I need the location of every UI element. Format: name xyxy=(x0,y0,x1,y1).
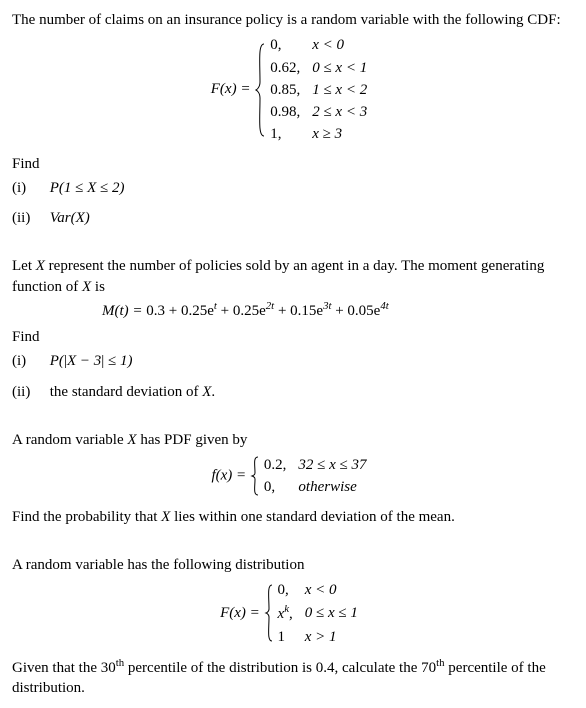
problem-1: The number of claims on an insurance pol… xyxy=(12,10,574,228)
p2-i-post: ≤ 1) xyxy=(104,353,132,369)
table-row: xk,0 ≤ x ≤ 1 xyxy=(274,601,366,625)
p2-part-i: (i) P(|X − 3| ≤ 1) xyxy=(12,351,574,371)
p1-val-2: 0.85, xyxy=(266,79,308,101)
p2-mgf-b: + 0.25e xyxy=(217,303,266,319)
p4-question: Given that the 30th percentile of the di… xyxy=(12,656,574,699)
p3-lhs: f(x) = xyxy=(211,468,249,484)
p2-i-label: (i) xyxy=(12,351,46,371)
p3-equation: f(x) = 0.2,32 ≤ x ≤ 37 0,otherwise xyxy=(12,454,574,499)
table-row: 0,otherwise xyxy=(260,476,375,498)
p2-intro: Let X represent the number of policies s… xyxy=(12,256,574,297)
problem-2: Let X represent the number of policies s… xyxy=(12,256,574,402)
p4-q-b: percentile of the distribution is 0.4, c… xyxy=(124,660,436,676)
p1-piecewise: 0,x < 0 0.62,0 ≤ x < 1 0.85,1 ≤ x < 2 0.… xyxy=(254,34,375,145)
p1-cond-3: 2 ≤ x < 3 xyxy=(308,101,375,123)
table-row: 0,x < 0 xyxy=(274,579,366,601)
p1-val-3: 0.98, xyxy=(266,101,308,123)
p4-sup2: th xyxy=(436,657,444,669)
p4-val-1: xk, xyxy=(274,601,301,625)
p3-piecewise: 0.2,32 ≤ x ≤ 37 0,otherwise xyxy=(250,454,375,499)
problem-3: A random variable X has PDF given by f(x… xyxy=(12,430,574,527)
p2-i-mid: X − 3 xyxy=(67,353,101,369)
p2-i-pre: P( xyxy=(50,353,64,369)
p4-val-2: 1 xyxy=(274,626,301,648)
p1-val-1: 0.62, xyxy=(266,57,308,79)
p1-ii-text: Var(X) xyxy=(50,210,90,226)
table-row: 1,x ≥ 3 xyxy=(266,123,375,145)
table-row: 0.2,32 ≤ x ≤ 37 xyxy=(260,454,375,476)
p1-cond-0: x < 0 xyxy=(308,34,375,56)
brace-icon xyxy=(264,583,274,643)
p1-cond-4: x ≥ 3 xyxy=(308,123,375,145)
p2-mgf-d: + 0.05e xyxy=(331,303,380,319)
p2-find: Find xyxy=(12,327,574,347)
table-row: 0.98,2 ≤ x < 3 xyxy=(266,101,375,123)
p2-exp4: 4t xyxy=(380,300,388,312)
brace-icon xyxy=(254,42,266,138)
p1-equation: F(x) = 0,x < 0 0.62,0 ≤ x < 1 0.85,1 ≤ x… xyxy=(12,34,574,145)
brace-icon xyxy=(250,455,260,497)
p2-part-ii: (ii) the standard deviation of X. xyxy=(12,382,574,402)
p4-intro: A random variable has the following dist… xyxy=(12,555,574,575)
p4-equation: F(x) = 0,x < 0 xk,0 ≤ x ≤ 1 1x > 1 xyxy=(12,579,574,648)
p1-part-ii: (ii) Var(X) xyxy=(12,208,574,228)
p1-cond-2: 1 ≤ x < 2 xyxy=(308,79,375,101)
p2-mgf: M(t) = 0.3 + 0.25et + 0.25e2t + 0.15e3t … xyxy=(102,299,574,321)
p2-ii-text: the standard deviation of X. xyxy=(50,384,215,400)
p3-cond-1: otherwise xyxy=(294,476,374,498)
p4-cond-0: x < 0 xyxy=(301,579,366,601)
p4-cases-table: 0,x < 0 xk,0 ≤ x ≤ 1 1x > 1 xyxy=(274,579,366,648)
p3-val-0: 0.2, xyxy=(260,454,295,476)
p2-exp2: 2t xyxy=(266,300,274,312)
p1-val-4: 1, xyxy=(266,123,308,145)
p3-cond-0: 32 ≤ x ≤ 37 xyxy=(294,454,374,476)
p2-i-expr: P(|X − 3| ≤ 1) xyxy=(50,353,133,369)
table-row: 1x > 1 xyxy=(274,626,366,648)
p3-val-1: 0, xyxy=(260,476,295,498)
p1-i-text: P(1 ≤ X ≤ 2) xyxy=(50,180,125,196)
p4-cond-2: x > 1 xyxy=(301,626,366,648)
p4-val-0: 0, xyxy=(274,579,301,601)
p3-question: Find the probability that X lies within … xyxy=(12,507,574,527)
table-row: 0.62,0 ≤ x < 1 xyxy=(266,57,375,79)
p1-intro: The number of claims on an insurance pol… xyxy=(12,10,574,30)
p1-i-label: (i) xyxy=(12,178,46,198)
p1-val-0: 0, xyxy=(266,34,308,56)
p4-q-a: Given that the 30 xyxy=(12,660,116,676)
table-row: 0.85,1 ≤ x < 2 xyxy=(266,79,375,101)
table-row: 0,x < 0 xyxy=(266,34,375,56)
p4-sup1: th xyxy=(116,657,124,669)
p1-lhs: F(x) = xyxy=(211,81,254,97)
p3-intro: A random variable X has PDF given by xyxy=(12,430,574,450)
p2-mgf-lhs: M(t) = xyxy=(102,303,146,319)
p4-piecewise: 0,x < 0 xk,0 ≤ x ≤ 1 1x > 1 xyxy=(264,579,366,648)
p4-lhs: F(x) = xyxy=(220,605,263,621)
p1-ii-label: (ii) xyxy=(12,208,46,228)
p3-cases-table: 0.2,32 ≤ x ≤ 37 0,otherwise xyxy=(260,454,375,499)
p1-part-i: (i) P(1 ≤ X ≤ 2) xyxy=(12,178,574,198)
p2-mgf-c: + 0.15e xyxy=(274,303,323,319)
p1-find: Find xyxy=(12,154,574,174)
p2-ii-label: (ii) xyxy=(12,382,46,402)
p1-cases-table: 0,x < 0 0.62,0 ≤ x < 1 0.85,1 ≤ x < 2 0.… xyxy=(266,34,375,145)
problem-4: A random variable has the following dist… xyxy=(12,555,574,699)
p4-cond-1: 0 ≤ x ≤ 1 xyxy=(301,601,366,625)
p1-cond-1: 0 ≤ x < 1 xyxy=(308,57,375,79)
p2-mgf-a: 0.3 + 0.25e xyxy=(146,303,214,319)
